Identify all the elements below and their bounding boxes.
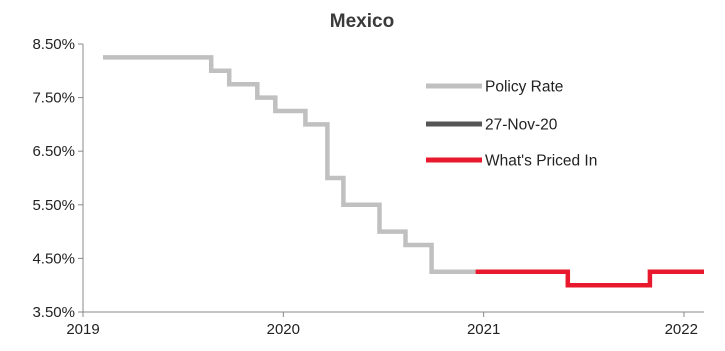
series-lines xyxy=(103,55,704,288)
legend-label-1: 27-Nov-20 xyxy=(485,117,558,134)
axes xyxy=(82,44,704,313)
x-tick-label: 2019 xyxy=(66,321,99,338)
series-line-0 xyxy=(103,55,476,275)
series-line-2 xyxy=(475,269,704,288)
legend: Policy Rate 27-Nov-20 What's Priced In xyxy=(426,79,597,170)
legend-label-0: Policy Rate xyxy=(485,79,563,96)
legend-label-2: What's Priced In xyxy=(485,153,597,170)
y-tick-label: 3.50% xyxy=(32,304,75,321)
y-tick-label: 7.50% xyxy=(32,90,75,107)
chart-title: Mexico xyxy=(330,11,394,32)
y-tick-label: 4.50% xyxy=(32,250,75,267)
y-tick-label: 6.50% xyxy=(32,143,75,160)
x-tick-label: 2020 xyxy=(267,321,300,338)
y-axis-ticks: 3.50% 4.50% 5.50% 6.50% 7.50% 8.50% xyxy=(32,36,83,321)
x-axis-ticks: 2019 2020 2021 2022 xyxy=(66,312,698,338)
y-tick-label: 5.50% xyxy=(32,197,75,214)
x-tick-label: 2021 xyxy=(467,321,500,338)
y-tick-label: 8.50% xyxy=(32,36,75,53)
x-tick-label: 2022 xyxy=(665,321,698,338)
